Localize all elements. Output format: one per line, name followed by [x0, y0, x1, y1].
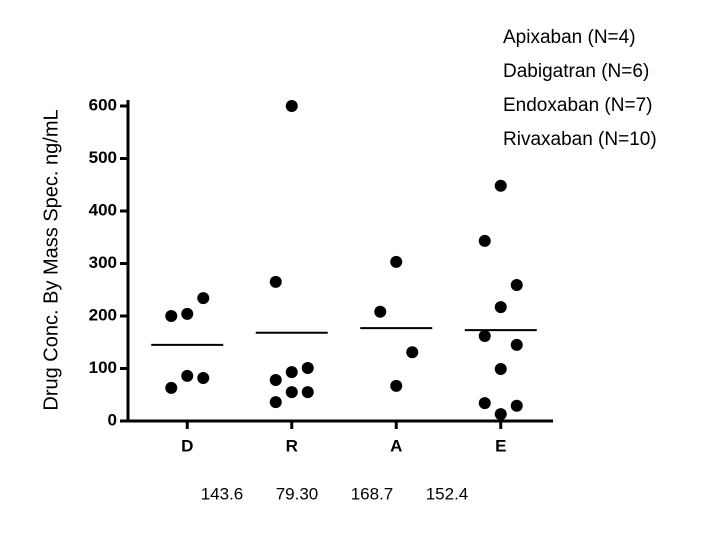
- point: [285, 386, 298, 399]
- point: [478, 329, 491, 342]
- point: [494, 301, 507, 314]
- point: [269, 396, 282, 409]
- point: [285, 366, 298, 379]
- point: [269, 374, 282, 387]
- annotation: 152.4: [426, 484, 469, 503]
- y-tick-label: 300: [89, 253, 117, 272]
- point: [494, 363, 507, 376]
- point: [197, 371, 210, 384]
- point: [165, 381, 178, 394]
- legend-text: Rivaxaban (N=10): [503, 129, 657, 150]
- point: [494, 179, 507, 192]
- y-tick-label: 500: [89, 148, 117, 167]
- point: [197, 292, 210, 305]
- annotation: 79.30: [276, 484, 319, 503]
- point: [390, 255, 403, 268]
- x-tick-label: D: [181, 436, 193, 455]
- point: [478, 234, 491, 247]
- point: [406, 346, 419, 359]
- point: [390, 379, 403, 392]
- y-axis-label: Drug Conc. By Mass Spec. ng/mL: [40, 109, 62, 410]
- point: [510, 279, 523, 292]
- point: [374, 305, 387, 318]
- y-tick-label: 600: [89, 95, 117, 114]
- y-tick-label: 400: [89, 200, 117, 219]
- x-tick-label: R: [286, 436, 298, 455]
- legend-text: Dabigatran (N=6): [503, 61, 649, 82]
- point: [510, 399, 523, 412]
- y-tick-label: 200: [89, 305, 117, 324]
- y-tick-label: 100: [89, 358, 117, 377]
- point: [494, 408, 507, 421]
- point: [478, 397, 491, 410]
- point: [269, 275, 282, 288]
- legend-text: Endoxaban (N=7): [503, 95, 652, 116]
- annotation: 143.6: [201, 484, 244, 503]
- point: [301, 361, 314, 374]
- point: [510, 338, 523, 351]
- point: [181, 307, 194, 320]
- point: [165, 310, 178, 322]
- x-tick-label: A: [390, 436, 402, 455]
- point: [285, 100, 298, 112]
- point: [181, 369, 194, 382]
- x-tick-label: E: [495, 436, 506, 455]
- point: [301, 386, 314, 399]
- annotation: 168.7: [351, 484, 394, 503]
- legend-text: Apixaban (N=4): [503, 27, 636, 48]
- y-tick-label: 0: [108, 410, 117, 429]
